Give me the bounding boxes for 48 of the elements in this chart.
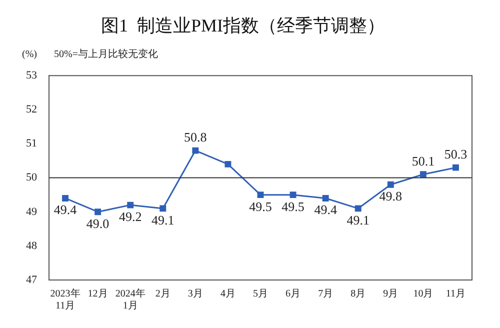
- x-tick-label: 9月: [383, 288, 398, 300]
- y-tick-label: 51: [26, 138, 37, 150]
- y-tick-label: 50: [26, 172, 38, 184]
- y-tick-label: 53: [26, 69, 38, 82]
- x-tick-label: 4月: [220, 288, 236, 300]
- point: [257, 192, 264, 198]
- chart-subtitle: 50%=与上月比较无变化: [54, 48, 158, 60]
- data-label: 49.2: [118, 208, 142, 224]
- y-tick-label: 49: [26, 206, 38, 218]
- data-label: 49.1: [152, 212, 174, 228]
- x-tick-label: 6月: [286, 288, 301, 300]
- data-label: 49.5: [249, 198, 272, 214]
- point: [290, 192, 296, 198]
- x-tick-label: 3月: [188, 288, 203, 300]
- y-tick-label: 52: [26, 104, 37, 116]
- y-tick-label: 48: [26, 240, 38, 252]
- point: [192, 147, 199, 154]
- x-tick-label: 12月: [88, 288, 108, 300]
- chart-title: 图1 制造业PMI指数（经季节调整）: [100, 16, 386, 36]
- y-axis-title: (%): [22, 49, 37, 60]
- data-label: 50.3: [444, 146, 468, 162]
- data-label: 49.5: [282, 198, 304, 214]
- x-tick-label: 7月: [318, 288, 334, 300]
- data-label: 50.1: [412, 153, 435, 168]
- x-tick-label: 8月: [350, 288, 366, 300]
- x-tick-label: 2024年 1月: [115, 288, 146, 312]
- x-tick-label: 2月: [155, 288, 170, 300]
- data-label: 49.8: [379, 188, 402, 204]
- x-tick-label: 10月: [413, 288, 434, 300]
- data-label: 49.4: [54, 202, 78, 218]
- point: [94, 208, 102, 216]
- x-tick-label: 5月: [253, 288, 268, 300]
- point: [160, 205, 166, 212]
- point: [127, 202, 134, 208]
- point: [322, 195, 329, 202]
- data-label: 50.8: [184, 129, 207, 144]
- y-tick-label: 47: [26, 274, 38, 286]
- point: [452, 164, 459, 171]
- x-tick-label: 11月: [446, 288, 466, 300]
- point: [224, 160, 232, 168]
- point: [62, 195, 68, 202]
- data-label: 49.1: [346, 212, 370, 228]
- data-label: 49.0: [86, 216, 110, 231]
- point: [387, 181, 394, 188]
- data-label: 49.4: [314, 202, 338, 218]
- x-tick-label: 2023年 11月: [50, 288, 80, 312]
- point: [354, 205, 362, 212]
- point: [420, 171, 426, 178]
